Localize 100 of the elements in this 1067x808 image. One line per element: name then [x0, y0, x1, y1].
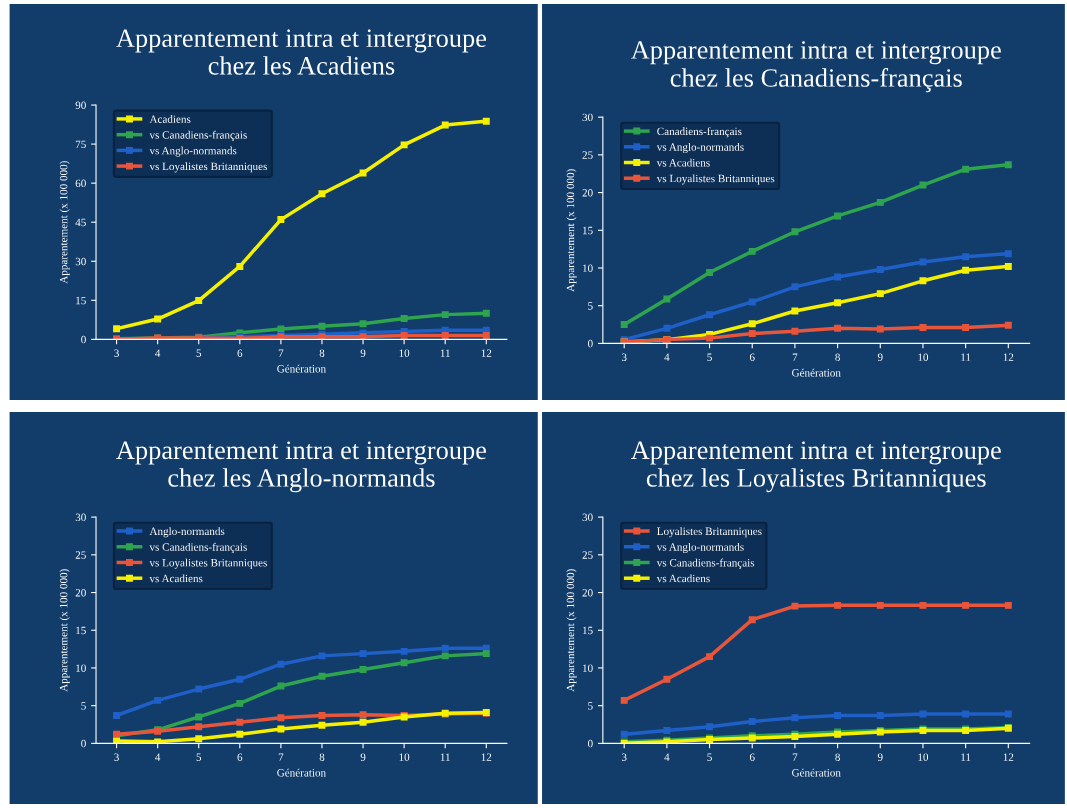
legend-label: vs Loyalistes Britanniques [656, 174, 775, 185]
point [359, 711, 367, 719]
legend-label: vs Canadiens-français [149, 542, 247, 554]
point [1004, 161, 1012, 169]
point [706, 334, 714, 342]
legend-label: vs Canadiens-français [656, 558, 755, 569]
y-tick-label: 25 [582, 551, 593, 559]
x-tick-label: 12 [481, 349, 492, 357]
legend-label: vs Canadiens-français [149, 130, 247, 141]
x-tick-label: 3 [621, 753, 627, 761]
y-tick-label: 5 [81, 702, 86, 710]
x-tick-label: 12 [481, 753, 492, 761]
point [359, 650, 367, 658]
point [195, 713, 203, 721]
x-tick-label: 5 [196, 349, 202, 357]
legend-label: Loyalistes Britanniques [657, 527, 762, 538]
legend-label: Acadiens [149, 115, 191, 123]
x-tick-label: 6 [237, 753, 243, 761]
point [620, 696, 628, 704]
x-tick-label: 5 [707, 353, 712, 361]
point [748, 330, 756, 338]
point [834, 711, 842, 719]
point [318, 711, 326, 719]
point [962, 601, 970, 609]
point [663, 727, 671, 735]
x-tick-label: 10 [918, 753, 929, 761]
y-tick-label: 15 [583, 226, 593, 235]
point [277, 682, 285, 690]
point [277, 325, 285, 333]
x-tick-label: 8 [319, 349, 325, 357]
y-axis-title: Apparentement (x 100 000) [59, 569, 70, 692]
x-tick-label: 9 [877, 353, 883, 361]
point [834, 601, 842, 609]
point [400, 141, 408, 149]
point [962, 324, 970, 332]
y-tick-label: 10 [583, 264, 593, 272]
x-tick-label: 11 [440, 349, 450, 357]
point [318, 652, 326, 660]
y-tick-label: 10 [583, 664, 593, 672]
x-tick-label: 7 [792, 753, 798, 761]
point [277, 714, 285, 722]
x-tick-label: 10 [399, 349, 410, 357]
point [195, 735, 203, 743]
x-tick-label: 4 [155, 349, 161, 357]
point [962, 266, 970, 274]
point [1004, 263, 1012, 270]
point [834, 324, 842, 332]
y-tick-label: 20 [75, 589, 86, 597]
point [441, 644, 449, 652]
point [1004, 321, 1012, 329]
point [748, 718, 756, 725]
x-tick-label: 7 [278, 349, 284, 357]
point [318, 672, 326, 680]
point [706, 653, 714, 661]
y-axis-title: Apparentement (x 100 000) [566, 169, 577, 292]
y-axis-title: Apparentement (x 100 000) [59, 161, 70, 284]
y-tick-label: 45 [75, 218, 86, 227]
y-tick-label: 0 [81, 335, 86, 344]
legend-label: Canadiens-français [657, 127, 742, 138]
legend-label: Anglo-normands [149, 527, 225, 538]
point [706, 269, 714, 276]
point [748, 320, 756, 328]
x-tick-label: 11 [961, 353, 971, 361]
point [876, 198, 884, 206]
point [791, 307, 799, 315]
x-tick-label: 4 [155, 753, 161, 761]
point [919, 601, 927, 609]
point [441, 652, 449, 660]
chart-title: Apparentement intra et intergroupe chez les Anglo-normands [116, 441, 487, 493]
point [154, 315, 162, 323]
point [748, 616, 756, 624]
y-tick-label: 10 [76, 664, 86, 672]
point [236, 718, 244, 726]
point [318, 190, 326, 198]
y-tick-label: 5 [588, 302, 593, 310]
legend-label: vs Loyalistes Britanniques [149, 558, 267, 569]
point [876, 711, 884, 719]
x-tick-label: 6 [749, 753, 755, 761]
point [620, 730, 628, 738]
point [318, 721, 326, 729]
point [482, 309, 490, 317]
x-tick-label: 4 [664, 753, 670, 761]
point [113, 711, 121, 719]
point [359, 169, 367, 177]
x-axis-title: Génération [792, 368, 841, 377]
point [706, 723, 714, 731]
y-tick-label: 15 [76, 296, 86, 305]
point [236, 675, 244, 683]
point [620, 321, 628, 329]
point [919, 324, 927, 332]
x-tick-label: 5 [707, 753, 712, 761]
y-tick-label: 30 [75, 257, 86, 266]
point [400, 315, 408, 323]
point [834, 299, 842, 307]
y-tick-label: 30 [75, 513, 86, 522]
x-tick-label: 6 [749, 353, 755, 361]
y-tick-label: 0 [81, 739, 86, 748]
y-tick-label: 0 [588, 339, 593, 348]
x-tick-label: 11 [961, 753, 971, 761]
x-tick-label: 3 [114, 753, 119, 761]
